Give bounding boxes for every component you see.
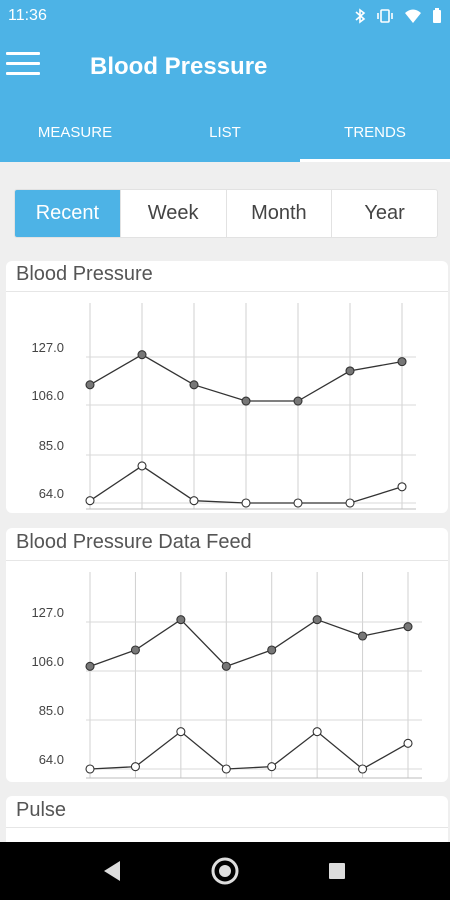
data-point xyxy=(176,727,186,737)
period-week[interactable]: Week xyxy=(121,190,227,237)
data-point xyxy=(267,762,277,772)
back-icon[interactable] xyxy=(98,856,128,886)
period-month[interactable]: Month xyxy=(227,190,333,237)
y-tick-label: 85.0 xyxy=(39,703,64,718)
data-point xyxy=(312,727,322,737)
data-point xyxy=(358,764,368,774)
data-point xyxy=(345,366,355,376)
data-point xyxy=(85,496,95,506)
tab-bar: MEASURE LIST TRENDS xyxy=(0,102,450,162)
data-point xyxy=(241,498,251,508)
y-tick-label: 64.0 xyxy=(39,752,64,767)
period-selector: Recent Week Month Year xyxy=(14,189,438,238)
card-divider xyxy=(6,827,448,828)
page-title: Blood Pressure xyxy=(90,53,268,80)
tab-list[interactable]: LIST xyxy=(209,123,241,141)
series-line xyxy=(89,730,409,770)
app-bar: Blood Pressure xyxy=(0,32,450,102)
y-tick-label: 106.0 xyxy=(31,388,64,403)
tab-trends[interactable]: TRENDS xyxy=(300,102,450,162)
card-divider xyxy=(6,291,448,292)
data-feed-card: Blood Pressure Data Feed 127.0 106.0 85.0 6… xyxy=(6,528,448,782)
period-year[interactable]: Year xyxy=(364,202,405,224)
series-line xyxy=(89,618,409,668)
data-point xyxy=(267,645,277,655)
data-point xyxy=(312,615,322,625)
data-point xyxy=(293,396,303,406)
data-point xyxy=(397,482,407,492)
battery-icon xyxy=(433,8,441,23)
data-point xyxy=(403,738,413,748)
data-point xyxy=(137,461,147,471)
data-point xyxy=(293,498,303,508)
y-tick-label: 127.0 xyxy=(31,340,64,355)
data-point xyxy=(221,764,231,774)
data-point xyxy=(403,622,413,632)
data-point xyxy=(130,762,140,772)
system-nav-bar xyxy=(0,842,450,900)
card-divider xyxy=(6,560,448,561)
y-tick-label: 106.0 xyxy=(31,654,64,669)
data-point xyxy=(397,357,407,367)
data-point xyxy=(358,631,368,641)
data-point xyxy=(241,396,251,406)
bluetooth-icon xyxy=(355,8,366,24)
data-point xyxy=(137,350,147,360)
period-recent[interactable]: Recent xyxy=(15,190,121,237)
vibrate-icon xyxy=(377,9,393,23)
card-title: Blood Pressure xyxy=(16,263,153,285)
data-point xyxy=(345,498,355,508)
recents-icon[interactable] xyxy=(322,856,352,886)
y-tick-label: 127.0 xyxy=(31,605,64,620)
data-point xyxy=(85,764,95,774)
data-point xyxy=(176,615,186,625)
card-title: Blood Pressure Data Feed xyxy=(16,531,252,553)
home-icon[interactable] xyxy=(210,856,240,886)
status-icons xyxy=(354,8,442,24)
data-point xyxy=(85,661,95,671)
tab-measure[interactable]: MEASURE xyxy=(37,123,113,141)
data-point xyxy=(221,661,231,671)
data-point xyxy=(130,645,140,655)
card-title: Pulse xyxy=(16,799,67,821)
data-point xyxy=(85,380,95,390)
status-bar: 11:36 xyxy=(0,0,450,32)
status-time: 11:36 xyxy=(8,7,47,24)
y-tick-label: 85.0 xyxy=(39,438,64,453)
data-point xyxy=(189,496,199,506)
data-point xyxy=(189,380,199,390)
y-tick-label: 64.0 xyxy=(39,486,64,501)
wifi-icon xyxy=(405,9,421,23)
menu-icon[interactable] xyxy=(6,52,40,80)
